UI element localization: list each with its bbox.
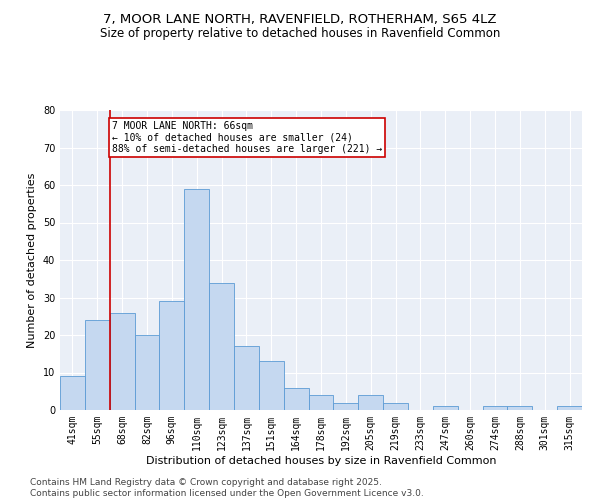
Text: Size of property relative to detached houses in Ravenfield Common: Size of property relative to detached ho… — [100, 28, 500, 40]
Bar — [184, 188, 209, 410]
Text: 7 MOOR LANE NORTH: 66sqm
← 10% of detached houses are smaller (24)
88% of semi-d: 7 MOOR LANE NORTH: 66sqm ← 10% of detach… — [112, 121, 382, 154]
Bar — [110, 312, 134, 410]
Y-axis label: Number of detached properties: Number of detached properties — [27, 172, 37, 348]
Bar — [60, 376, 85, 410]
Bar — [234, 346, 259, 410]
Bar — [134, 335, 160, 410]
Bar — [508, 406, 532, 410]
Bar — [85, 320, 110, 410]
Bar — [308, 395, 334, 410]
Bar — [557, 406, 582, 410]
Text: Contains HM Land Registry data © Crown copyright and database right 2025.
Contai: Contains HM Land Registry data © Crown c… — [30, 478, 424, 498]
Bar — [433, 406, 458, 410]
Bar — [482, 406, 508, 410]
Bar — [358, 395, 383, 410]
Bar — [209, 282, 234, 410]
Bar — [259, 361, 284, 410]
Bar — [160, 301, 184, 410]
X-axis label: Distribution of detached houses by size in Ravenfield Common: Distribution of detached houses by size … — [146, 456, 496, 466]
Bar — [383, 402, 408, 410]
Bar — [284, 388, 308, 410]
Bar — [334, 402, 358, 410]
Text: 7, MOOR LANE NORTH, RAVENFIELD, ROTHERHAM, S65 4LZ: 7, MOOR LANE NORTH, RAVENFIELD, ROTHERHA… — [103, 12, 497, 26]
